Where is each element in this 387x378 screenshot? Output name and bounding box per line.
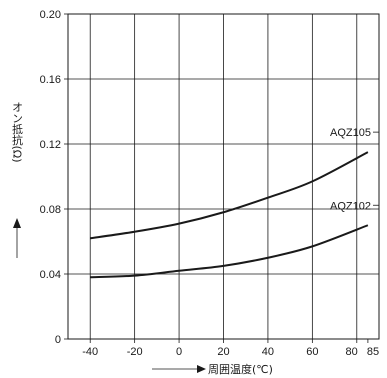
y-tick-label: 0.04	[40, 269, 61, 281]
y-axis-label-group: オン抵抗(Ω)	[11, 101, 24, 258]
y-tick-label: 0.20	[40, 9, 61, 21]
series-label-aqz102: AQZ102	[330, 200, 371, 212]
series-label-aqz105: AQZ105	[330, 127, 371, 139]
y-tick-label: 0.08	[40, 204, 61, 216]
y-axis-ticks: 0 0.04 0.08 0.12 0.16 0.20	[40, 9, 68, 346]
x-tick-label: 20	[217, 346, 229, 358]
x-tick-label: -40	[82, 346, 98, 358]
x-tick-label: 0	[176, 346, 182, 358]
y-axis-label: オン抵抗(Ω)	[11, 101, 24, 162]
y-tick-label: 0.12	[40, 139, 61, 151]
grid	[68, 14, 379, 339]
y-axis-arrow-head	[13, 218, 21, 228]
x-axis-ticks: -40 -20 0 20 40 60 80 85	[82, 339, 379, 358]
x-tick-label: -20	[127, 346, 143, 358]
x-tick-label: 60	[306, 346, 318, 358]
x-tick-label: 85	[367, 346, 379, 358]
series-line-aqz105	[90, 151, 369, 240]
x-tick-label: 40	[262, 346, 274, 358]
y-tick-label: 0	[55, 334, 61, 346]
x-axis-arrow-head	[197, 365, 206, 373]
series-line-aqz102	[90, 224, 369, 279]
x-axis-label-group: 周囲温度(℃)	[152, 362, 273, 376]
x-axis-label: 周囲温度(℃)	[208, 362, 273, 376]
y-tick-label: 0.16	[40, 74, 61, 86]
x-tick-label: 80	[346, 346, 358, 358]
series-group: AQZ105 AQZ102	[90, 127, 379, 279]
